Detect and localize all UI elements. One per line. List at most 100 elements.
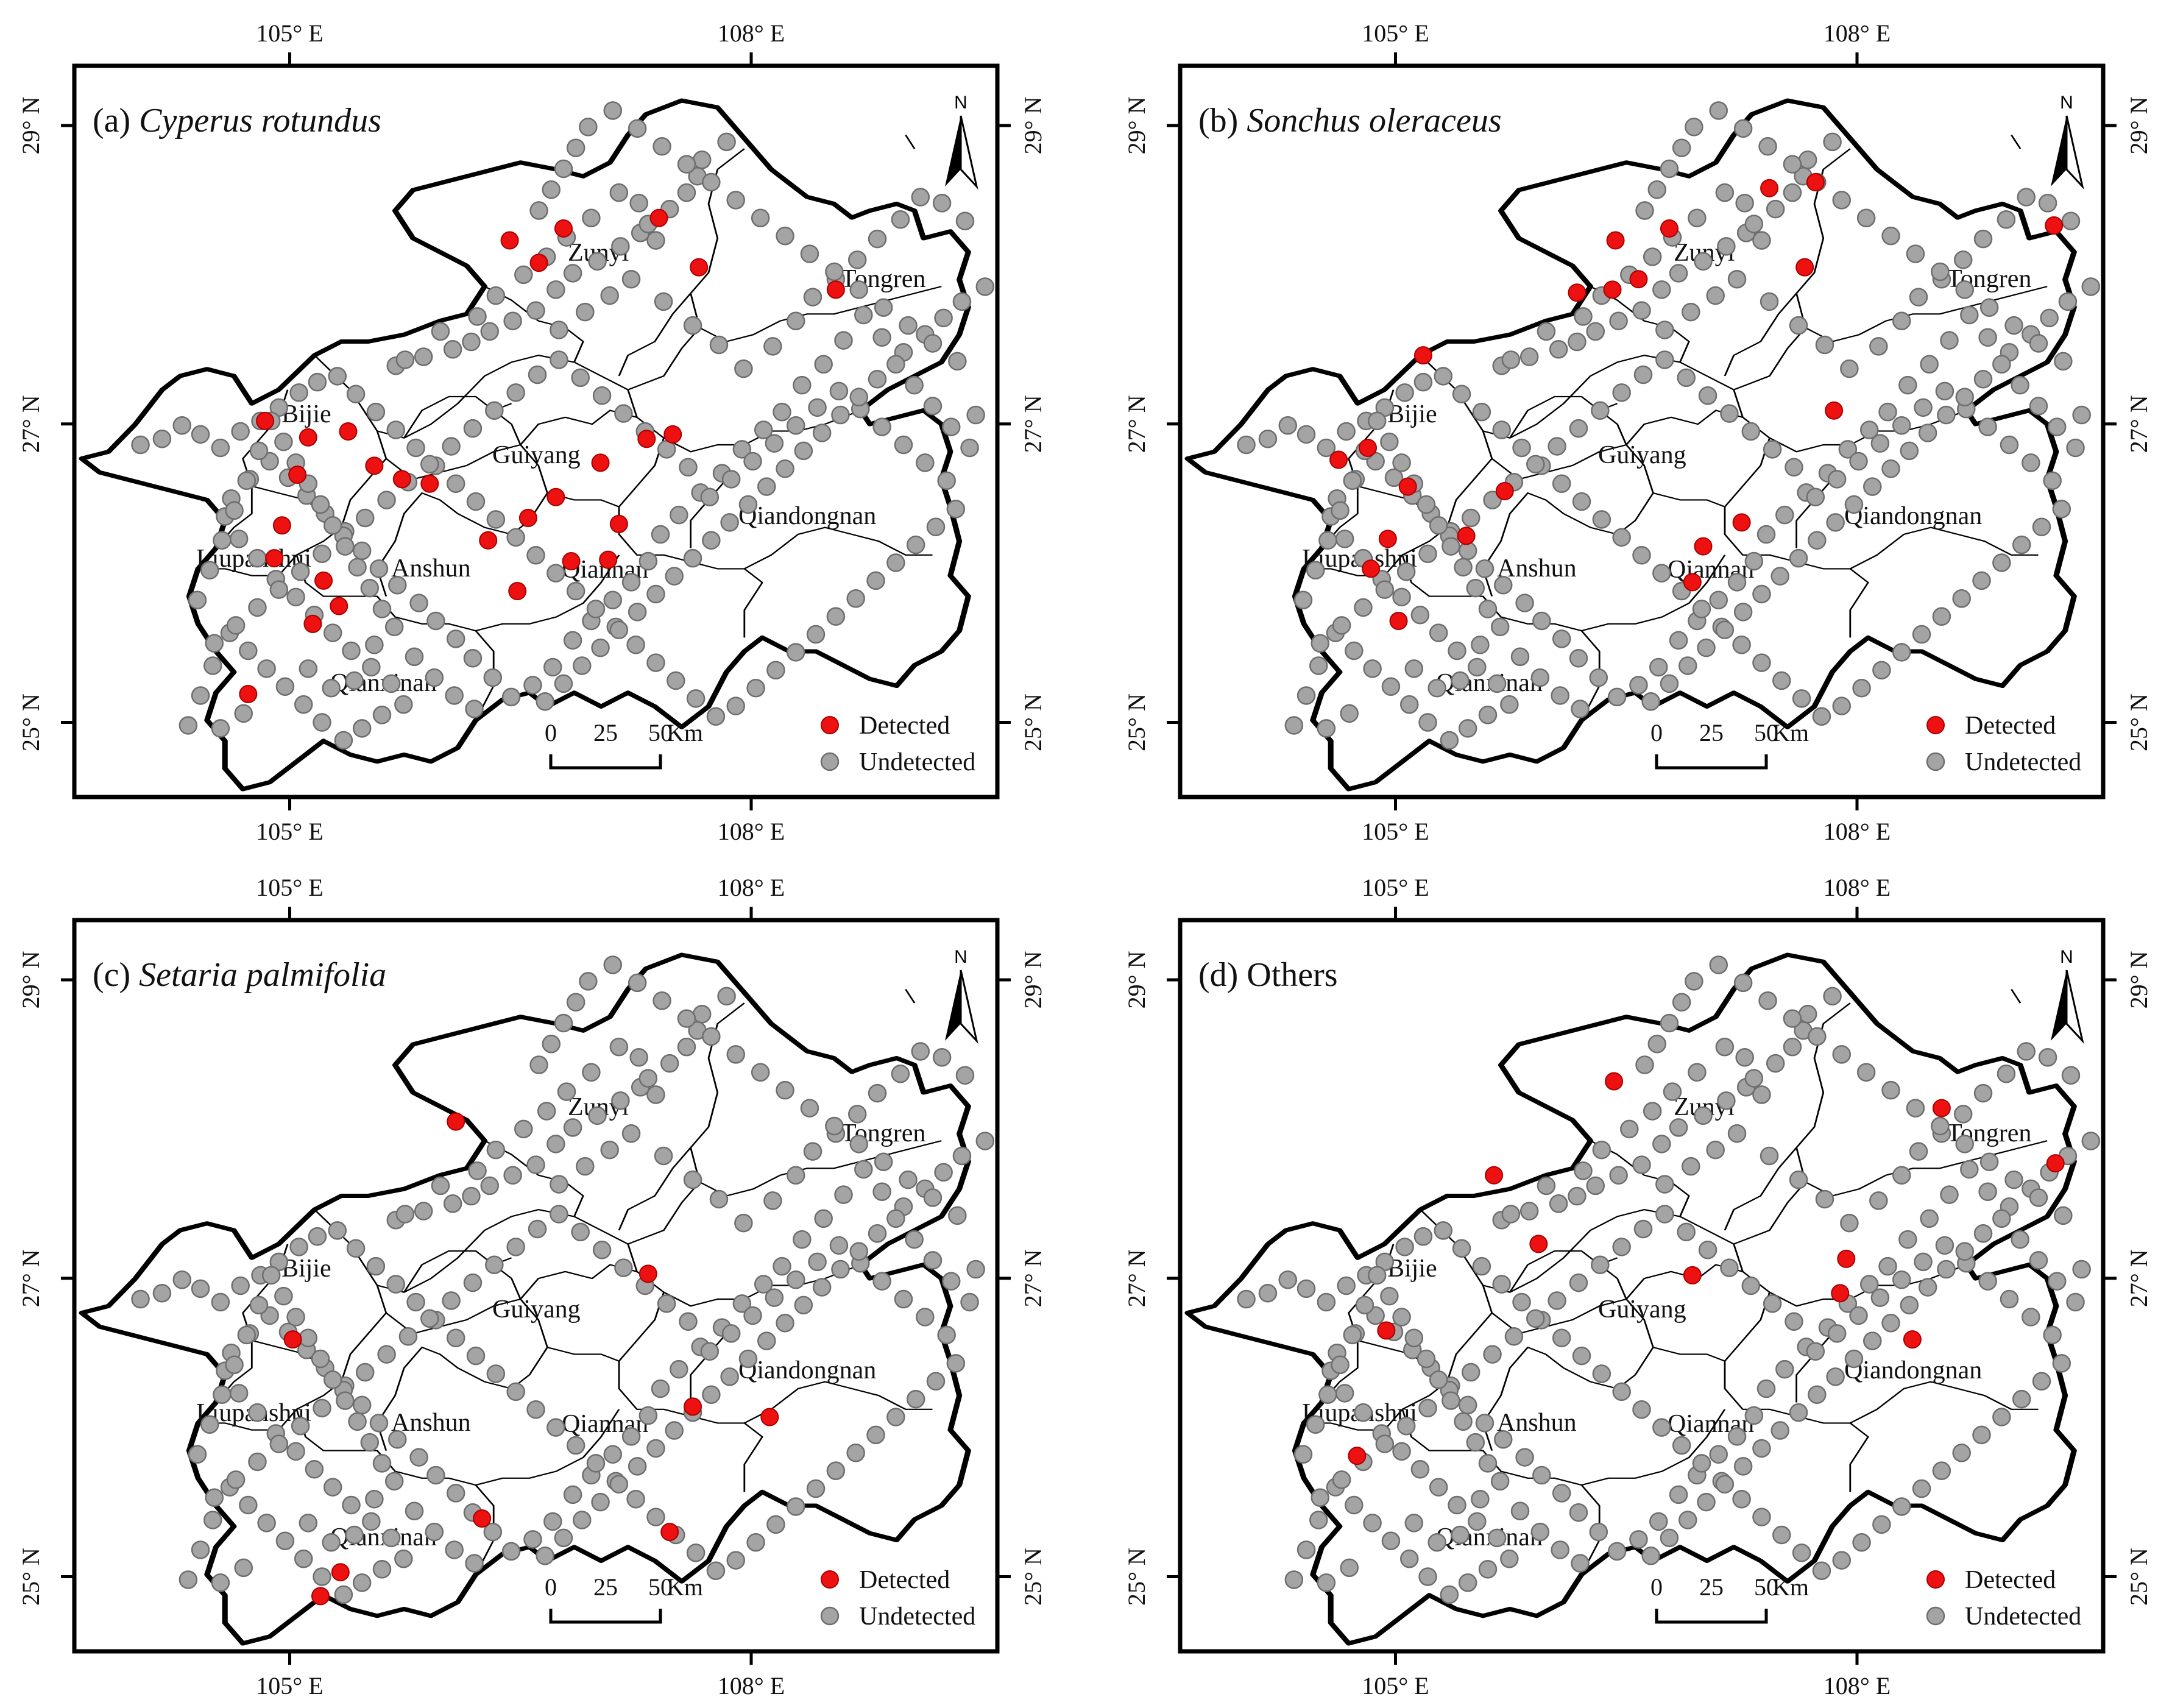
undetected-site-point	[1832, 191, 1851, 210]
undetected-site-point	[550, 1175, 568, 1194]
undetected-site-point	[1363, 659, 1382, 678]
undetected-site-point	[1881, 226, 1900, 246]
detected-site-point	[639, 1264, 657, 1283]
scale-bar-line	[549, 1609, 662, 1624]
undetected-site-point	[1979, 1152, 1999, 1171]
undetected-site-point	[665, 567, 684, 586]
undetected-site-point	[2012, 1389, 2031, 1409]
undetected-site-point	[1870, 434, 1890, 453]
undetected-site-point	[311, 1349, 330, 1369]
undetected-site-point	[905, 375, 924, 395]
undetected-site-point	[563, 1118, 582, 1137]
lat-label-right: 27° N	[1019, 1249, 1047, 1307]
undetected-site-point	[639, 1069, 658, 1088]
lon-label-top: 108° E	[1824, 19, 1891, 47]
undetected-site-point	[639, 1406, 658, 1425]
undetected-site-point	[426, 611, 445, 631]
undetected-site-point	[751, 1063, 770, 1082]
undetected-site-point	[628, 119, 647, 138]
undetected-site-point	[1727, 269, 1747, 289]
undetected-site-point	[234, 704, 253, 723]
undetected-site-point	[1870, 1288, 1890, 1307]
legend-undetected-label: Undetected	[859, 1603, 975, 1631]
undetected-site-point	[600, 286, 619, 305]
undetected-site-point	[1706, 1140, 1725, 1160]
undetected-site-point	[1404, 659, 1424, 678]
undetected-site-point	[1468, 657, 1487, 677]
map-panel-c: 105° E 105° E 108° E 108° E 29° N 29° N 27° N 2…	[17, 874, 1047, 1699]
undetected-site-point	[1694, 1106, 1713, 1125]
undetected-site-point	[1972, 1425, 1991, 1445]
undetected-site-point	[1471, 1489, 1490, 1509]
undetected-site-point	[1808, 1385, 1827, 1405]
undetected-site-point	[2004, 1170, 2023, 1189]
lon-label-bottom: 105° E	[1362, 1672, 1429, 1699]
city-label-anshun: Anshun	[1497, 1409, 1577, 1437]
city-label-anshun: Anshun	[391, 1409, 471, 1437]
undetected-site-point	[200, 1415, 219, 1434]
undetected-site-point	[446, 629, 465, 648]
undetected-site-point	[794, 1295, 813, 1315]
undetected-site-point	[188, 1445, 207, 1464]
undetected-site-point	[702, 172, 721, 192]
undetected-site-point	[588, 1106, 607, 1125]
undetected-site-point	[395, 1205, 415, 1224]
undetected-site-point	[1635, 201, 1654, 220]
undetected-site-point	[1612, 383, 1631, 402]
undetected-site-point	[547, 280, 565, 299]
lat-label-left: 29° N	[17, 951, 44, 1009]
undetected-site-point	[313, 544, 331, 564]
undetected-site-point	[812, 1278, 832, 1297]
legend-detected-label: Detected	[1965, 1566, 2056, 1594]
undetected-site-point	[886, 1209, 905, 1228]
undetected-site-point	[891, 210, 910, 229]
scale-bar-unit: Km	[667, 1573, 703, 1601]
undetected-site-point	[191, 425, 210, 444]
undetected-site-point	[679, 1312, 698, 1331]
legend-undetected-marker	[820, 1606, 840, 1626]
undetected-site-point	[628, 1457, 647, 1476]
undetected-site-point	[1840, 359, 1859, 378]
undetected-site-point	[2011, 1230, 2029, 1249]
undetected-site-point	[1332, 1470, 1351, 1489]
undetected-site-point	[1318, 1385, 1337, 1405]
detected-site-point	[1831, 1284, 1850, 1303]
undetected-site-point	[686, 1543, 706, 1562]
undetected-site-point	[1881, 1313, 1900, 1333]
undetected-site-point	[2029, 397, 2048, 416]
undetected-site-point	[225, 501, 244, 520]
undetected-site-point	[1429, 623, 1448, 642]
legend-detected-marker	[821, 1570, 839, 1589]
undetected-site-point	[446, 474, 465, 493]
undetected-site-point	[336, 1391, 355, 1410]
undetected-site-point	[486, 1364, 506, 1383]
undetected-site-point	[1399, 1549, 1419, 1568]
undetected-site-point	[261, 1266, 281, 1285]
undetected-site-point	[420, 455, 439, 474]
undetected-site-point	[1849, 1306, 1868, 1325]
undetected-site-point	[1806, 1342, 1825, 1361]
city-label-bijie: Bijie	[1387, 400, 1437, 428]
undetected-site-point	[1932, 607, 1951, 626]
undetected-site-point	[1758, 136, 1777, 156]
detected-site-point	[1683, 573, 1702, 592]
undetected-site-point	[1826, 1367, 1845, 1386]
detected-site-point	[1629, 270, 1648, 289]
undetected-site-point	[523, 1530, 542, 1549]
undetected-site-point	[1931, 262, 1950, 282]
undetected-site-point	[466, 492, 486, 511]
undetected-site-point	[1504, 1327, 1524, 1346]
undetected-site-point	[1735, 1048, 1754, 1067]
undetected-site-point	[2048, 1272, 2067, 1291]
undetected-site-point	[323, 623, 342, 642]
undetected-site-point	[275, 1531, 295, 1551]
lon-label-bottom: 108° E	[718, 818, 785, 845]
undetected-site-point	[1844, 1349, 1864, 1369]
undetected-site-point	[2029, 1251, 2048, 1270]
detected-site-point	[562, 552, 581, 571]
undetected-site-point	[431, 1176, 450, 1196]
undetected-site-point	[275, 677, 295, 696]
undetected-site-point	[720, 1367, 739, 1386]
undetected-site-point	[1395, 1238, 1414, 1256]
